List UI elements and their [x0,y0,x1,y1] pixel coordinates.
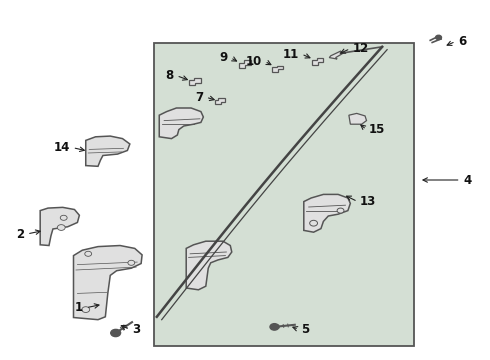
Text: 10: 10 [246,55,262,68]
Polygon shape [239,60,251,68]
Circle shape [128,260,135,265]
Circle shape [337,208,344,213]
Text: 13: 13 [360,195,376,208]
Polygon shape [74,246,142,320]
Polygon shape [159,108,203,139]
Polygon shape [349,113,367,124]
Polygon shape [312,58,323,65]
Text: 15: 15 [369,123,385,136]
Bar [154,43,414,346]
Polygon shape [329,51,343,59]
Text: 8: 8 [166,69,174,82]
Circle shape [111,329,121,337]
Circle shape [436,35,441,40]
Polygon shape [40,207,79,246]
Polygon shape [215,98,225,104]
Text: 9: 9 [220,51,228,64]
Circle shape [82,307,90,312]
Text: 5: 5 [301,323,310,336]
Text: 4: 4 [463,174,471,186]
Text: 11: 11 [283,48,299,60]
Text: 3: 3 [132,323,141,336]
Circle shape [270,324,279,330]
Polygon shape [304,194,350,232]
Circle shape [60,215,67,220]
Circle shape [57,225,65,230]
Circle shape [85,251,92,256]
Polygon shape [186,241,232,290]
Text: 12: 12 [353,42,369,55]
Text: 1: 1 [75,301,83,314]
Polygon shape [86,136,130,166]
Polygon shape [272,66,283,72]
Circle shape [310,220,318,226]
Text: 7: 7 [195,91,203,104]
Text: 2: 2 [16,228,24,240]
Text: 14: 14 [54,141,70,154]
Polygon shape [189,78,201,85]
Text: 6: 6 [458,35,466,48]
